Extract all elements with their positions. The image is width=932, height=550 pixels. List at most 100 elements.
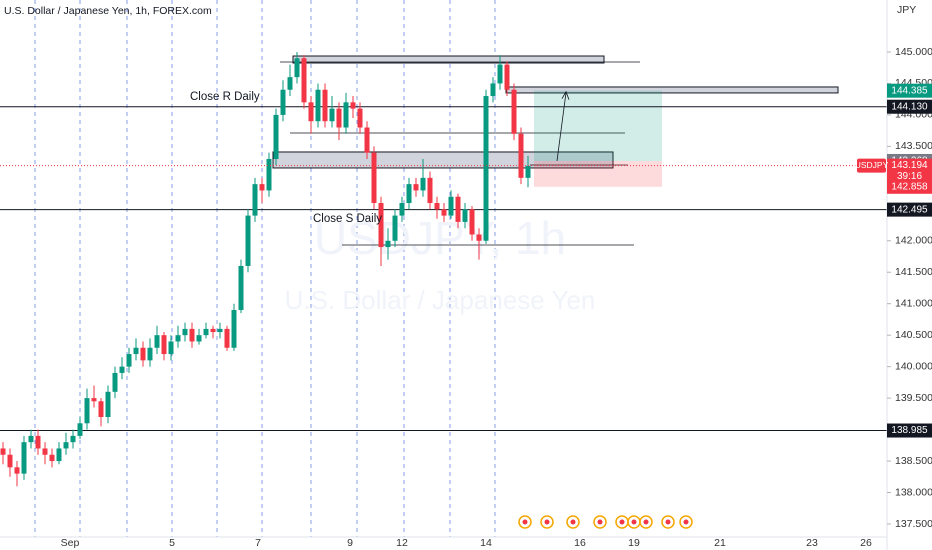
price-line-tag	[887, 202, 932, 217]
candle-body	[441, 209, 447, 216]
candle-body	[280, 89, 286, 115]
candle-body	[231, 310, 237, 348]
y-tick-label: 145.000	[895, 46, 932, 58]
candle-body	[210, 328, 216, 333]
candle-body	[0, 448, 6, 455]
candle-body	[427, 177, 433, 204]
arrow	[556, 92, 567, 162]
annotation: Close S Daily	[313, 213, 382, 225]
profit-zone	[534, 90, 662, 161]
candle-body	[455, 196, 461, 222]
candle-body	[14, 467, 20, 474]
candle-body	[336, 108, 342, 128]
candle-body	[322, 89, 328, 122]
candle-body	[266, 158, 272, 191]
candle-body	[245, 215, 251, 266]
candle-body	[35, 435, 41, 449]
x-tick-label: Sep	[61, 537, 80, 549]
watermark-symbol: USDJPY, 1h	[314, 212, 566, 264]
currency: JPY	[897, 4, 916, 16]
candle-body	[259, 184, 265, 191]
candle-body	[147, 347, 153, 361]
candle-body	[406, 184, 412, 204]
event-dot	[597, 519, 603, 525]
x-tick-label: 5	[169, 537, 175, 549]
candle-body	[497, 64, 503, 84]
candle-body	[119, 366, 125, 373]
zone	[292, 55, 605, 64]
candle-body	[273, 114, 279, 159]
stop-tag	[887, 179, 932, 194]
candle-body	[49, 454, 55, 462]
candle-body	[217, 328, 223, 333]
candle-body	[133, 347, 139, 355]
candle-body	[511, 89, 517, 134]
candle-body	[98, 401, 104, 417]
x-tick-label: 26	[860, 537, 872, 549]
candle-body	[161, 335, 167, 355]
price-line-label: 142.495	[891, 204, 928, 215]
x-tick-label: 9	[347, 537, 353, 549]
candle-body	[140, 347, 146, 361]
price-line-label: 138.985	[891, 425, 928, 436]
candle-body	[343, 102, 349, 128]
price-line-label: 144.130	[891, 101, 928, 112]
event-dot	[619, 519, 625, 525]
candle-body	[350, 102, 356, 109]
candle-body	[371, 152, 377, 204]
annotation: Close R Daily	[190, 91, 260, 103]
candle-body	[126, 354, 132, 367]
y-tick-label: 138.000	[895, 486, 932, 498]
candle-body	[392, 215, 398, 241]
candle-body	[399, 203, 405, 216]
candle-body	[385, 240, 391, 248]
y-tick-label: 141.000	[895, 297, 932, 309]
candle-body	[77, 423, 83, 436]
candle-body	[252, 184, 258, 216]
price-line-tag	[887, 423, 932, 438]
candle-body	[420, 177, 426, 191]
y-tick-label: 139.500	[895, 392, 932, 404]
price-line-tag	[887, 99, 932, 114]
countdown: 39:16	[897, 171, 922, 182]
candle-body	[168, 341, 174, 355]
candle-body	[287, 77, 293, 90]
x-tick-label: 21	[714, 537, 726, 549]
candle-body	[504, 64, 510, 90]
candle-body	[224, 328, 230, 348]
candle-body	[238, 265, 244, 311]
y-tick-label: 142.000	[895, 235, 932, 247]
loss-zone	[534, 160, 662, 187]
candle-body	[490, 83, 496, 97]
candle-body	[21, 442, 27, 474]
chart-title: U.S. Dollar / Japanese Yen, 1h, FOREX.co…	[4, 5, 212, 17]
event-dot	[570, 519, 576, 525]
watermark-name: U.S. Dollar / Japanese Yen	[285, 285, 596, 315]
symbol-label: USDJPY	[855, 160, 889, 170]
x-tick-label: 12	[396, 537, 408, 549]
event-dot	[631, 519, 637, 525]
candle-body	[469, 209, 475, 235]
candle-body	[308, 102, 314, 122]
candle-body	[378, 203, 384, 248]
x-tick-label: 7	[255, 537, 261, 549]
candle-body	[28, 435, 34, 443]
x-tick-label: 23	[806, 537, 818, 549]
candle-body	[56, 448, 62, 462]
target-label: 144.385	[891, 85, 928, 96]
candle-body	[357, 108, 363, 128]
candle-body	[182, 328, 188, 336]
candle-body	[413, 184, 419, 191]
last-price-box	[887, 158, 932, 183]
candle-body	[112, 372, 118, 392]
y-tick-label: 137.500	[895, 518, 932, 530]
candle-body	[105, 391, 111, 417]
x-tick-label: 14	[480, 537, 492, 549]
x-tick-label: 19	[628, 537, 640, 549]
candle-body	[189, 328, 195, 342]
candle-body	[476, 234, 482, 241]
candle-body	[294, 58, 300, 78]
target-tag	[887, 83, 932, 98]
